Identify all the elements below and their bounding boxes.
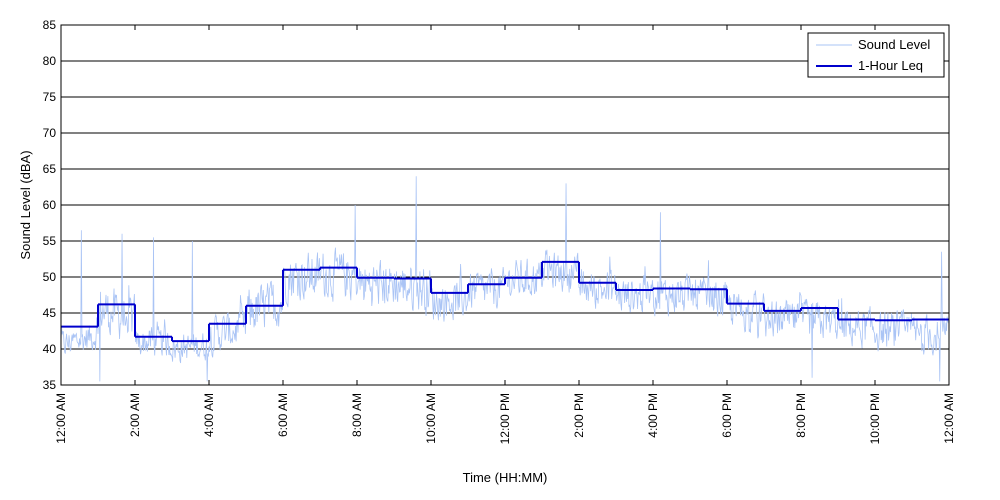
x-tick-label: 10:00 PM	[868, 393, 882, 444]
y-tick-label: 50	[43, 270, 57, 284]
y-tick-label: 85	[43, 18, 57, 32]
y-tick-label: 55	[43, 234, 57, 248]
y-tick-label: 45	[43, 306, 57, 320]
x-tick-label: 12:00 AM	[54, 393, 68, 444]
x-tick-label: 2:00 AM	[128, 393, 142, 437]
x-tick-label: 2:00 PM	[572, 393, 586, 438]
y-tick-label: 40	[43, 342, 57, 356]
x-tick-label: 6:00 PM	[720, 393, 734, 438]
x-tick-label: 6:00 AM	[276, 393, 290, 437]
y-tick-label: 65	[43, 162, 57, 176]
legend-box	[807, 32, 945, 78]
axis-ticks: 35 40 45 50 55 60 65 70 75 80 85 12:00 AM 2:00 AM 4:0…	[43, 18, 956, 444]
y-tick-label: 60	[43, 198, 57, 212]
y-tick-label: 70	[43, 126, 57, 140]
plot-data	[60, 176, 950, 382]
x-axis-title: Time (HH:MM)	[463, 470, 548, 485]
y-axis-title: Sound Level (dBA)	[18, 150, 33, 259]
y-tick-label: 80	[43, 54, 57, 68]
grid-lines	[61, 24, 949, 386]
x-tick-label: 4:00 PM	[646, 393, 660, 438]
x-tick-label: 8:00 AM	[350, 393, 364, 437]
x-tick-label: 4:00 AM	[202, 393, 216, 437]
x-tick-label: 12:00 PM	[498, 393, 512, 444]
y-tick-label: 75	[43, 90, 57, 104]
x-tick-label: 12:00 AM	[942, 393, 956, 444]
x-tick-label: 8:00 PM	[794, 393, 808, 438]
legend-label-1-hour-leq: 1-Hour Leq	[858, 58, 923, 73]
legend-label-sound-level: Sound Level	[858, 37, 930, 52]
y-tick-label: 35	[43, 378, 57, 392]
x-tick-label: 10:00 AM	[424, 393, 438, 444]
legend: Sound Level 1-Hour Leq	[807, 32, 945, 78]
